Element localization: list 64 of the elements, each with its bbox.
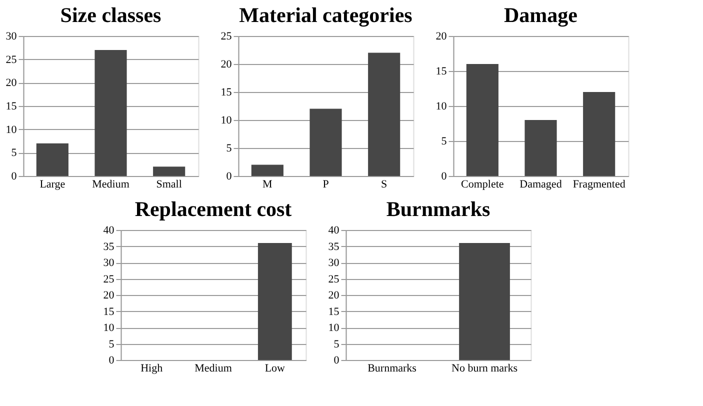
- y-tick-label: 20: [103, 290, 115, 302]
- y-tick-label: 5: [11, 147, 18, 160]
- chart-title: Burnmarks: [386, 197, 490, 221]
- y-tick-label: 0: [108, 354, 115, 366]
- y-tick-label: 20: [436, 30, 448, 42]
- x-tick-label: P: [322, 178, 329, 190]
- x-tick-label: Large: [40, 178, 66, 190]
- chart-title: Size classes: [60, 3, 162, 27]
- bar: [36, 143, 68, 176]
- y-tick-label: 5: [334, 338, 340, 350]
- bar: [583, 92, 616, 176]
- y-tick-label: 40: [328, 224, 340, 236]
- y-tick-label: 35: [103, 240, 115, 253]
- y-tick-label: 25: [220, 30, 232, 42]
- x-tick-label: Burnmarks: [368, 362, 416, 374]
- y-tick-label: 20: [328, 290, 340, 302]
- bar: [153, 166, 186, 176]
- y-tick-label: 25: [328, 273, 340, 286]
- y-tick-label: 25: [103, 273, 115, 286]
- y-tick-label: 0: [226, 170, 232, 182]
- bar: [368, 52, 400, 176]
- y-tick-label: 15: [328, 306, 340, 318]
- chart-title: Damage: [504, 3, 578, 27]
- chart-title: Replacement cost: [134, 197, 292, 221]
- y-tick-label: 5: [226, 142, 232, 154]
- bar: [94, 50, 127, 176]
- x-tick-label: Medium: [194, 362, 232, 374]
- y-tick-label: 25: [6, 54, 18, 66]
- x-tick-label: Medium: [92, 178, 130, 190]
- x-tick-label: Low: [264, 362, 286, 374]
- y-tick-label: 10: [103, 322, 115, 334]
- x-tick-label: M: [262, 178, 273, 190]
- bar: [524, 120, 557, 176]
- y-tick-label: 15: [436, 66, 448, 78]
- y-tick-label: 10: [6, 124, 18, 136]
- y-tick-label: 40: [103, 224, 115, 236]
- x-tick-label: No burn marks: [452, 362, 518, 374]
- x-tick-label: S: [381, 178, 388, 190]
- y-tick-label: 15: [6, 100, 18, 112]
- x-tick-label: High: [140, 362, 164, 374]
- y-tick-label: 15: [220, 86, 232, 98]
- y-tick-label: 30: [328, 257, 340, 269]
- y-tick-label: 5: [441, 136, 448, 148]
- y-tick-label: 10: [328, 322, 340, 334]
- y-tick-label: 30: [6, 30, 18, 42]
- y-tick-label: 20: [220, 58, 232, 70]
- bar: [251, 164, 284, 176]
- y-tick-label: 0: [441, 170, 448, 182]
- y-tick-label: 5: [108, 338, 115, 350]
- x-tick-label: Complete: [461, 178, 504, 190]
- bar: [310, 108, 342, 176]
- y-tick-label: 30: [103, 257, 115, 269]
- x-tick-label: Damaged: [520, 178, 562, 190]
- chart-title: Material categories: [239, 3, 412, 27]
- y-tick-label: 35: [328, 240, 340, 253]
- y-tick-label: 0: [334, 354, 340, 366]
- y-tick-label: 20: [6, 77, 18, 90]
- bar: [466, 64, 498, 176]
- y-tick-label: 0: [11, 170, 18, 182]
- x-tick-label: Small: [156, 178, 182, 190]
- y-tick-label: 15: [103, 306, 115, 318]
- x-tick-label: Fragmented: [572, 178, 626, 190]
- y-tick-label: 10: [436, 100, 448, 112]
- y-tick-label: 10: [220, 114, 232, 126]
